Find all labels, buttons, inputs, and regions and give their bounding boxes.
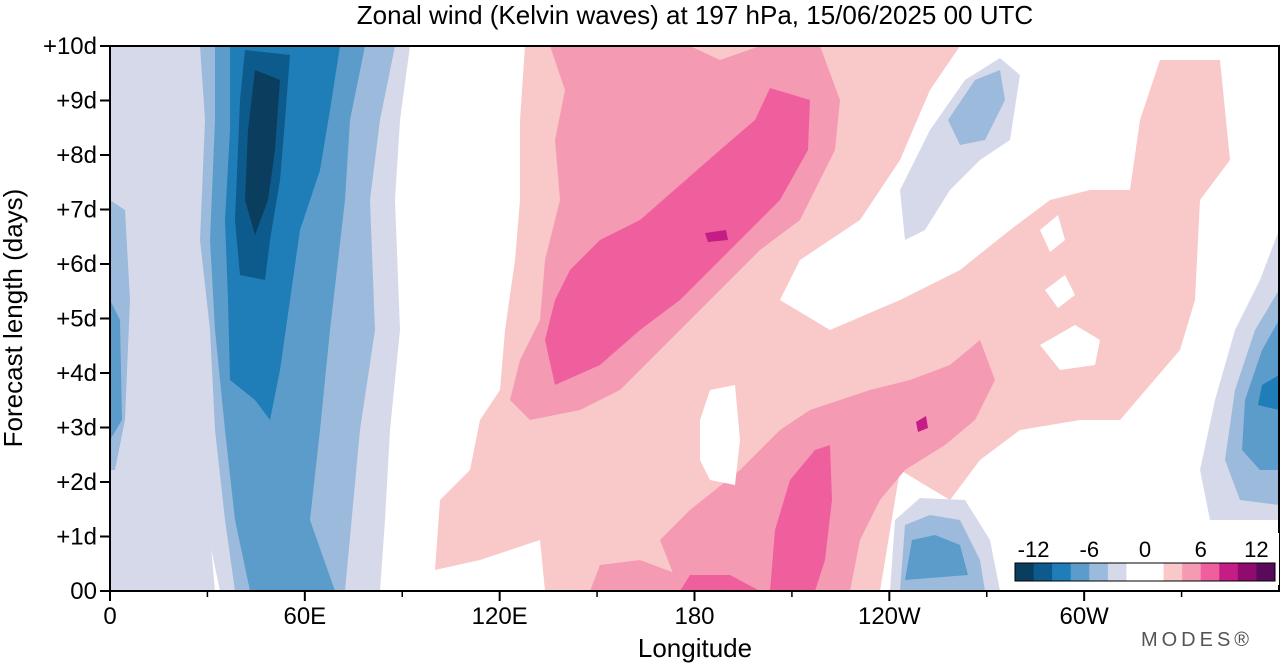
colorbar-swatch bbox=[1163, 563, 1183, 581]
colorbar-swatch bbox=[1200, 563, 1220, 581]
colorbar-label: 12 bbox=[1244, 537, 1268, 562]
contour-plus8-core bbox=[705, 230, 728, 242]
colorbar-swatch bbox=[1015, 563, 1035, 581]
colorbar-swatch bbox=[1237, 563, 1257, 581]
y-tick-label: +6d bbox=[56, 251, 97, 278]
x-tick-label: 60E bbox=[283, 603, 326, 630]
modes-watermark: MODES® bbox=[1141, 629, 1253, 651]
colorbar-swatch bbox=[1145, 563, 1165, 581]
y-tick-label: +10d bbox=[43, 33, 97, 60]
x-tick-label: 120E bbox=[472, 603, 528, 630]
colorbar-label: 0 bbox=[1139, 537, 1151, 562]
contour-plus6-band bbox=[545, 88, 810, 385]
x-tick-label: 60W bbox=[1059, 603, 1109, 630]
x-tick-label: 120W bbox=[858, 603, 921, 630]
y-axis-label: Forecast length (days) bbox=[0, 189, 28, 448]
colorbar-swatch bbox=[1089, 563, 1109, 581]
contour-plus8-eastdot bbox=[916, 416, 928, 432]
hole-2 bbox=[1040, 215, 1065, 252]
y-tick-label: +1d bbox=[56, 524, 97, 551]
positive-anomaly-shading bbox=[435, 46, 1230, 591]
colorbar-swatch bbox=[1182, 563, 1202, 581]
colorbar-label: 6 bbox=[1195, 537, 1207, 562]
y-tick-label: +8d bbox=[56, 142, 97, 169]
contour-plus6-bottomleft bbox=[680, 575, 760, 591]
contour-minus8-westband bbox=[110, 300, 122, 440]
near-zero-holes bbox=[700, 215, 1100, 485]
colorbar-swatch bbox=[1052, 563, 1072, 581]
colorbar-frame bbox=[1014, 562, 1276, 582]
contour-plus6-lower bbox=[770, 445, 832, 591]
y-tick-label: +9d bbox=[56, 88, 97, 115]
colorbar-swatch bbox=[1126, 563, 1146, 581]
negative-anomaly-shading bbox=[110, 46, 1279, 591]
hole-4 bbox=[1040, 325, 1100, 370]
y-tick-label: +4d bbox=[56, 360, 97, 387]
chart-title: Zonal wind (Kelvin waves) at 197 hPa, 15… bbox=[357, 0, 1033, 30]
colorbar-swatch bbox=[1256, 563, 1276, 581]
x-tick-label: 0 bbox=[103, 603, 116, 630]
y-tick-label: +5d bbox=[56, 306, 97, 333]
contour-minus10-farright bbox=[1258, 375, 1279, 410]
y-tick-label: +7d bbox=[56, 197, 97, 224]
colorbar-swatch bbox=[1033, 563, 1053, 581]
contour-minus8-eastpac bbox=[905, 535, 968, 580]
colorbar-swatch bbox=[1070, 563, 1090, 581]
x-tick-label: 180 bbox=[674, 603, 714, 630]
colorbar-swatch bbox=[1107, 563, 1127, 581]
colorbar-legend: -12 -6 0 6 12 bbox=[1011, 533, 1279, 585]
plot-area bbox=[110, 46, 1279, 591]
y-tick-label: 00 bbox=[70, 578, 97, 605]
y-tick-label: +3d bbox=[56, 415, 97, 442]
y-axis: 00 +1d +2d +3d +4d +5d +6d +7d +8d +9d +10d bbox=[43, 33, 110, 605]
y-tick-label: +2d bbox=[56, 469, 97, 496]
hole-3 bbox=[1045, 275, 1075, 308]
colorbar-swatch bbox=[1219, 563, 1239, 581]
colorbar-label: -6 bbox=[1080, 537, 1100, 562]
contour-minus6-upperright bbox=[948, 70, 1005, 145]
colorbar-label: -12 bbox=[1018, 537, 1050, 562]
x-axis: 0 60E 120E 180 120W 60W bbox=[103, 591, 1183, 630]
contour-plus4-bottomleft bbox=[590, 560, 690, 591]
contour-minus14-core bbox=[245, 70, 280, 235]
hole-1 bbox=[700, 385, 740, 485]
x-axis-label: Longitude bbox=[638, 633, 752, 663]
